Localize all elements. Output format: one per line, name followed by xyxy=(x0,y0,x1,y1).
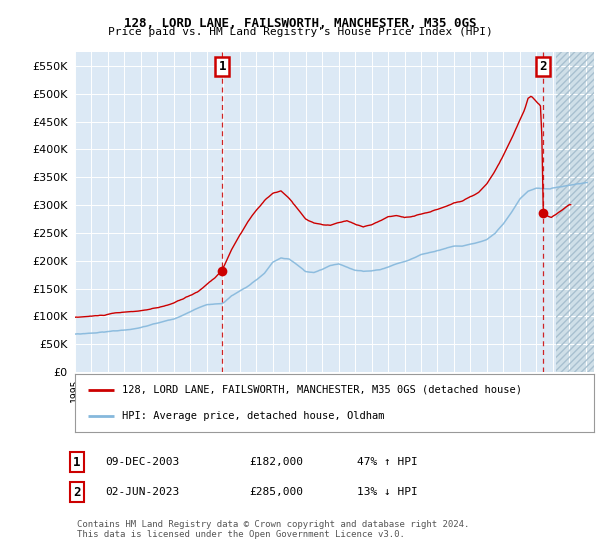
Text: 1: 1 xyxy=(218,60,226,73)
Text: 02-JUN-2023: 02-JUN-2023 xyxy=(105,487,179,497)
Text: £182,000: £182,000 xyxy=(249,457,303,467)
Bar xyxy=(556,52,594,372)
Bar xyxy=(556,52,594,372)
Text: Contains HM Land Registry data © Crown copyright and database right 2024.
This d: Contains HM Land Registry data © Crown c… xyxy=(77,520,469,539)
Text: 13% ↓ HPI: 13% ↓ HPI xyxy=(357,487,418,497)
Text: 2: 2 xyxy=(73,486,80,498)
Text: 09-DEC-2003: 09-DEC-2003 xyxy=(105,457,179,467)
Text: £285,000: £285,000 xyxy=(249,487,303,497)
Text: 128, LORD LANE, FAILSWORTH, MANCHESTER, M35 0GS (detached house): 128, LORD LANE, FAILSWORTH, MANCHESTER, … xyxy=(122,385,522,395)
Text: 1: 1 xyxy=(73,455,80,469)
Text: 2: 2 xyxy=(539,60,547,73)
Text: Price paid vs. HM Land Registry's House Price Index (HPI): Price paid vs. HM Land Registry's House … xyxy=(107,27,493,37)
Text: 128, LORD LANE, FAILSWORTH, MANCHESTER, M35 0GS: 128, LORD LANE, FAILSWORTH, MANCHESTER, … xyxy=(124,17,476,30)
Text: HPI: Average price, detached house, Oldham: HPI: Average price, detached house, Oldh… xyxy=(122,412,384,421)
Text: 47% ↑ HPI: 47% ↑ HPI xyxy=(357,457,418,467)
